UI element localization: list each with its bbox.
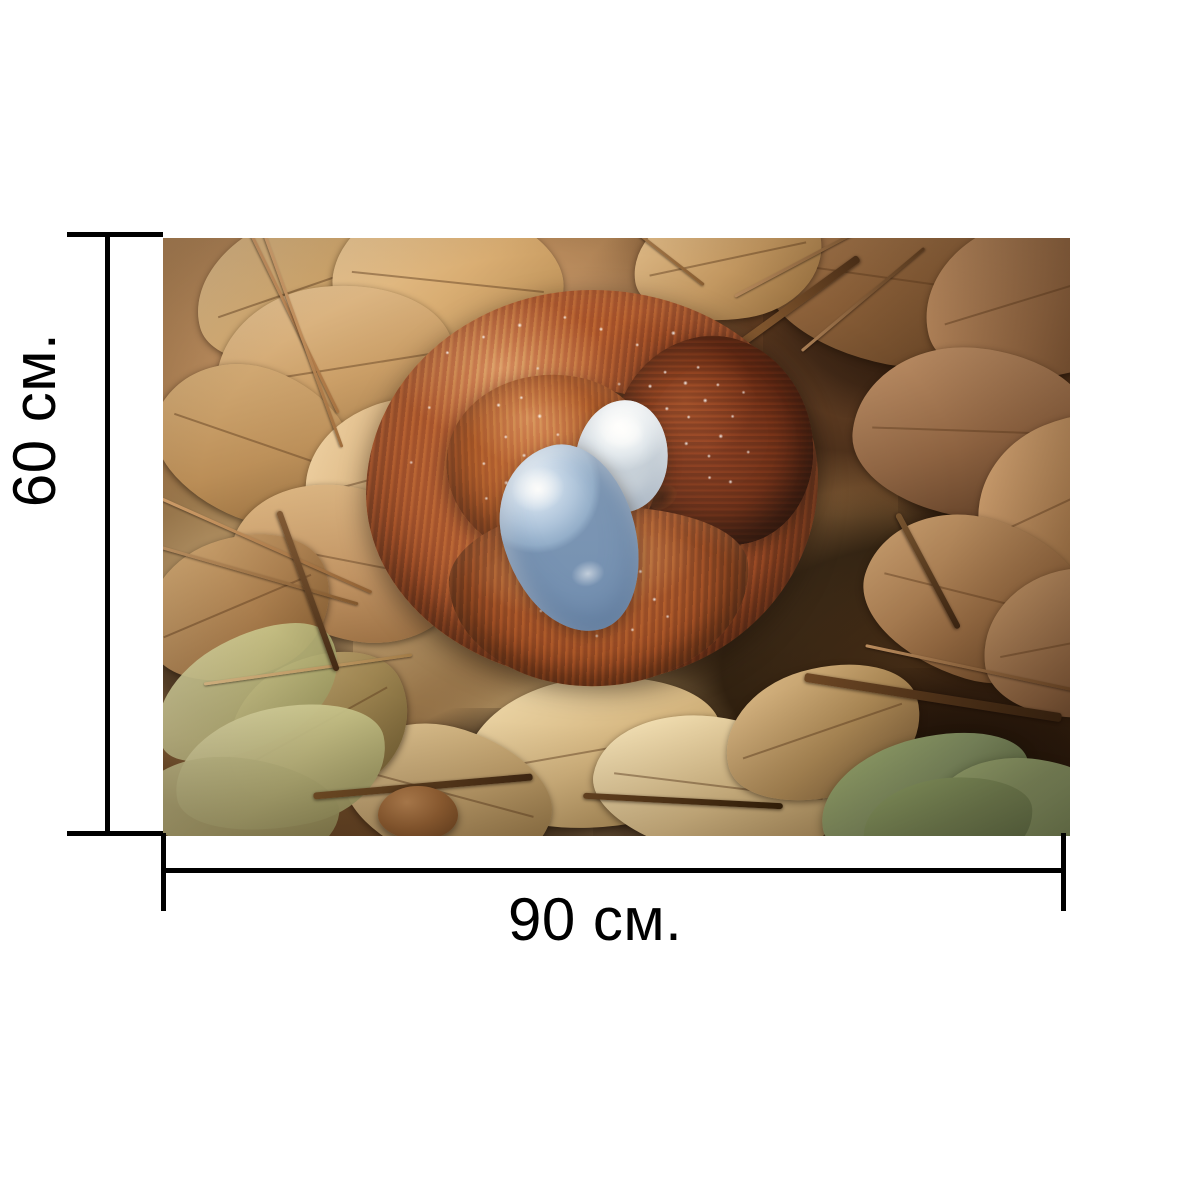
height-tick-top bbox=[67, 232, 163, 237]
height-tick-bottom bbox=[67, 831, 163, 836]
product-photo[interactable] bbox=[163, 238, 1070, 836]
height-dimension-label: 60 см. bbox=[1, 332, 68, 508]
width-dimension-line bbox=[161, 868, 1066, 873]
bulb-highlight bbox=[568, 556, 608, 591]
width-dimension-label: 90 см. bbox=[508, 886, 683, 953]
bulb-highlight bbox=[597, 408, 648, 453]
photo-content bbox=[163, 238, 1070, 836]
bulb-highlight bbox=[506, 460, 570, 519]
mating-slugs bbox=[358, 278, 832, 698]
seed-pod bbox=[378, 786, 458, 836]
height-dimension-line bbox=[105, 232, 110, 836]
